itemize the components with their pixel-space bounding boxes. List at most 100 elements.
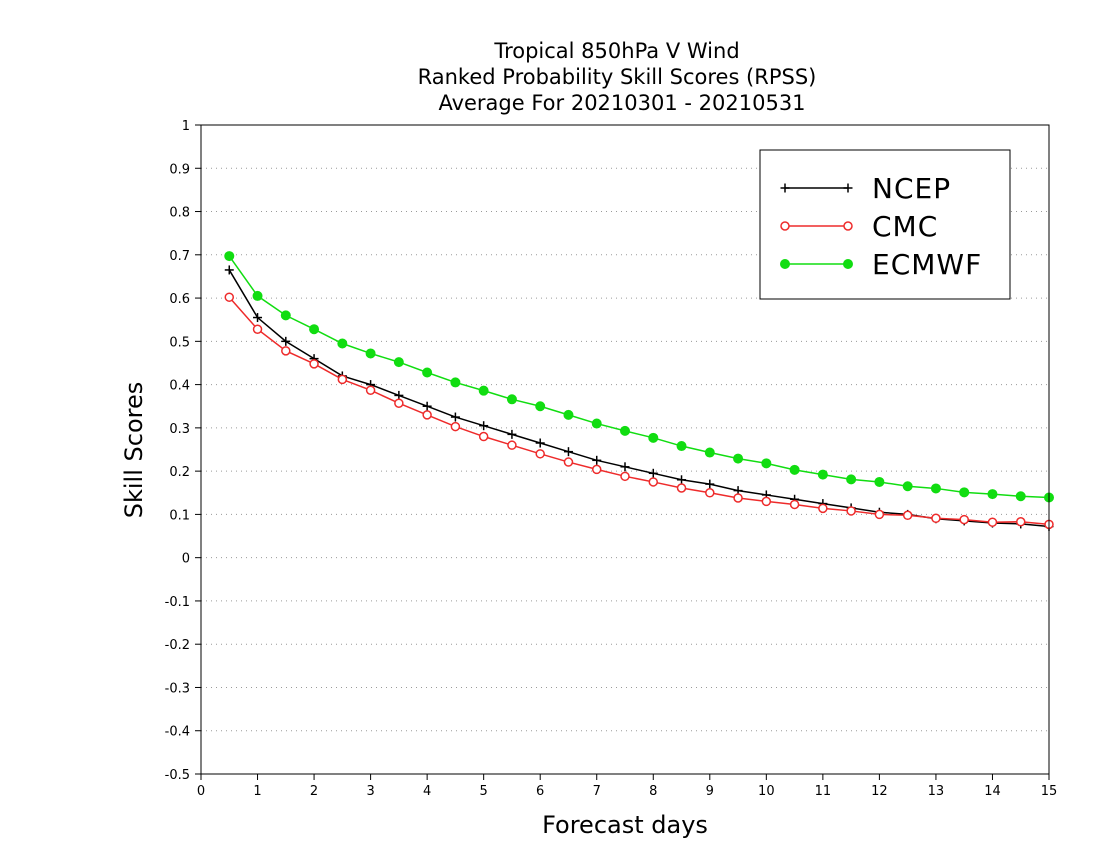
data-point-marker [874,476,885,487]
x-tick-label: 2 [310,784,318,799]
data-point-marker [280,310,291,321]
data-point-marker [337,338,348,349]
data-point-marker [1015,491,1026,502]
x-tick-label: 11 [815,784,832,799]
legend-label: ECMWF [872,248,982,281]
data-point-marker [394,398,404,408]
data-point-marker [224,292,235,302]
data-point-marker [843,221,853,231]
data-series [224,251,1054,532]
data-point-marker [252,324,263,334]
data-point-marker [252,290,263,301]
x-tick-label: 8 [649,784,657,799]
data-point-marker [930,483,941,494]
plot-frame [200,124,1050,775]
y-tick-label: 0 [182,552,190,567]
data-point-marker [817,469,828,480]
data-point-marker [761,496,772,507]
x-tick-label: 1 [253,784,261,799]
x-tick-label: 14 [984,784,1001,799]
y-tick-label: 0.2 [169,465,190,480]
data-point-marker [733,493,743,503]
data-point-marker [959,487,970,498]
y-tick-label: 0.3 [169,422,190,437]
y-tick-label: -0.2 [165,638,190,653]
chart-title-line-3: Average For 20210301 - 20210531 [438,91,805,115]
series-ecmwf [224,251,1054,503]
data-point-marker [506,394,517,405]
data-point-marker [648,432,659,443]
data-point-marker [365,348,376,359]
data-point-marker [422,410,432,420]
legend-item-cmc: CMC [780,210,938,243]
chart-title-line-2: Ranked Probability Skill Scores (RPSS) [418,65,817,89]
legend-item-ecmwf: ECMWF [780,248,982,281]
y-tick-label: 0.9 [169,162,190,177]
data-point-marker [704,447,715,458]
x-tick-label: 0 [197,784,205,799]
legend: NCEP CMC ECMWF [759,149,1011,300]
data-point-marker [959,514,969,525]
y-tick-label: 0.4 [169,379,190,394]
data-point-marker [620,471,630,482]
axis-ticks: -0.5 -0.4 -0.3 -0.2 -0.1 0 0.1 0.2 0.3 0.4 0.5 0.6 0… [165,119,1058,799]
y-axis-label: Skill Scores [120,382,148,519]
data-point-marker [780,221,790,231]
chart-title-line-1: Tropical 850hPa V Wind [493,39,739,63]
y-tick-label: 0.5 [169,335,190,350]
legend-box [759,149,1011,300]
legend-label: CMC [872,210,938,243]
y-tick-label: -0.5 [165,768,190,783]
x-tick-label: 13 [928,784,945,799]
x-tick-label: 10 [758,784,775,799]
x-tick-label: 12 [871,784,888,799]
data-point-marker [450,377,461,388]
data-point-marker [733,453,744,464]
data-point-marker [843,259,853,269]
data-point-marker [478,431,489,442]
data-point-marker [337,374,348,385]
data-point-marker [309,359,319,369]
x-tick-label: 15 [1041,784,1058,799]
data-point-marker [846,506,856,516]
x-tick-label: 9 [706,784,714,799]
data-point-marker [591,418,602,429]
data-point-marker [365,385,376,395]
x-tick-label: 5 [480,784,488,799]
y-tick-label: 1 [182,119,190,134]
data-point-marker [874,509,885,520]
data-point-marker [478,385,489,396]
x-tick-label: 7 [593,784,601,799]
data-point-marker [422,367,433,378]
data-point-marker [705,488,715,498]
y-tick-label: -0.4 [165,725,190,740]
data-point-marker [902,481,913,492]
data-point-marker [987,517,998,527]
data-point-marker [676,483,687,493]
data-point-marker [591,464,602,475]
legend-item-ncep: NCEP [780,172,951,205]
series-line [228,296,1050,526]
y-tick-label: 0.7 [169,249,190,264]
x-tick-label: 6 [536,784,544,799]
data-point-marker [450,421,461,432]
data-point-marker [535,401,546,412]
y-tick-label: 0.8 [169,206,190,221]
data-point-marker [393,357,404,368]
y-tick-label: 0.6 [169,292,190,307]
legend-label: NCEP [872,172,951,205]
x-axis-label: Forecast days [542,811,708,839]
data-point-marker [987,489,998,500]
y-tick-label: -0.3 [165,681,190,696]
data-point-marker [818,503,828,514]
data-point-marker [563,457,574,467]
data-point-marker [535,449,545,459]
data-point-marker [902,510,913,521]
data-point-marker [620,425,630,436]
data-point-marker [846,474,857,485]
data-point-marker [648,477,659,487]
data-point-marker [761,458,772,469]
data-point-marker [931,513,941,524]
data-point-marker [676,441,687,452]
data-point-marker [780,259,790,269]
